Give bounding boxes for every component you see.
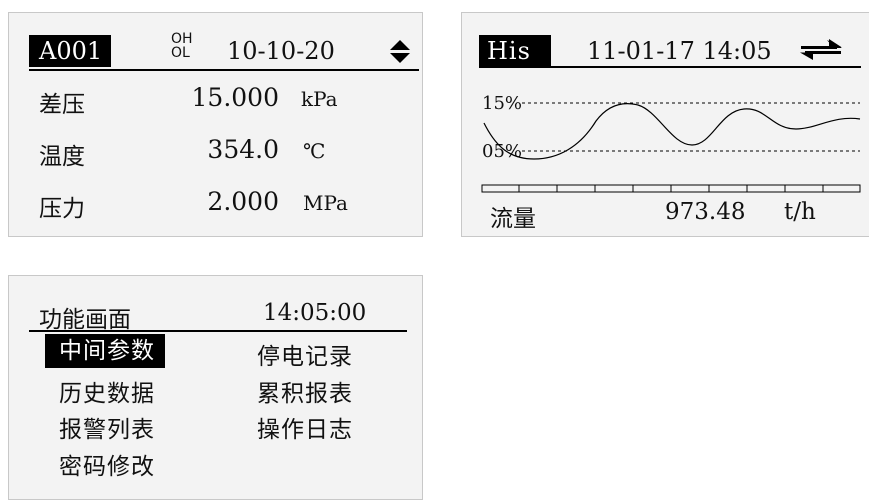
date-display: 10-10-20 — [227, 37, 335, 65]
row-label: 差压 — [39, 92, 85, 118]
row-unit: kPa — [301, 87, 338, 111]
measurement-panel: A001 OH OL 10-10-20 差压 15.000 kPa 温度 354… — [8, 12, 423, 237]
menu-item-alarm-list[interactable]: 报警列表 — [59, 417, 155, 443]
row-value: 15.000 — [191, 83, 279, 112]
upper-limit-label: 15% — [482, 93, 523, 114]
history-tag: His — [479, 35, 551, 67]
menu-time: 14:05:00 — [263, 300, 367, 326]
swap-arrows-icon[interactable] — [799, 39, 843, 61]
menu-item-accumulation-report[interactable]: 累积报表 — [257, 381, 353, 407]
up-down-arrows-icon[interactable] — [389, 39, 411, 65]
flow-unit: t/h — [784, 199, 816, 225]
history-panel: His 11-01-17 14:05 15% 05% 流量 973.48 t/h — [461, 12, 869, 237]
header-divider — [29, 69, 419, 71]
row-value: 2.000 — [207, 187, 279, 216]
menu-title: 功能画面 — [39, 307, 131, 333]
row-label: 温度 — [39, 144, 85, 170]
menu-item-operation-log[interactable]: 操作日志 — [257, 417, 353, 443]
trend-graph — [481, 102, 861, 193]
alarm-low-label: OL — [171, 45, 190, 61]
menu-item-power-failure-log[interactable]: 停电记录 — [257, 344, 353, 370]
trend-line — [483, 102, 861, 160]
flow-label: 流量 — [490, 206, 536, 232]
flow-value: 973.48 — [665, 199, 746, 225]
row-value: 354.0 — [207, 135, 279, 164]
row-label: 压力 — [39, 196, 85, 222]
lower-limit-label: 05% — [482, 141, 523, 162]
header-divider — [479, 66, 861, 68]
time-scale-bar — [481, 184, 861, 193]
device-tag: A001 — [29, 35, 111, 67]
header-divider — [29, 330, 407, 332]
menu-item-change-password[interactable]: 密码修改 — [59, 454, 155, 480]
row-unit: MPa — [303, 191, 348, 215]
alarm-high-label: OH — [171, 31, 193, 47]
menu-item-history-data[interactable]: 历史数据 — [59, 381, 155, 407]
history-datetime: 11-01-17 14:05 — [587, 37, 772, 65]
row-unit: ℃ — [303, 139, 326, 163]
alarm-indicator: OH OL — [171, 32, 193, 60]
function-menu-panel: 功能画面 14:05:00 中间参数 停电记录 历史数据 累积报表 报警列表 操… — [8, 275, 423, 500]
menu-item-intermediate-params[interactable]: 中间参数 — [45, 334, 165, 368]
